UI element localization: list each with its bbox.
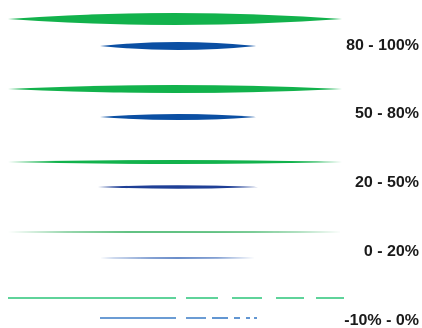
green-lens-stroke: [8, 85, 342, 93]
range-label-50-80: 50 - 80%: [355, 105, 419, 122]
green-hairline-stroke: [8, 231, 342, 233]
blue-lens-stroke: [100, 42, 256, 50]
green-lens-stroke: [8, 160, 342, 164]
legend-entry-0-20: 0 - 20%: [8, 231, 419, 260]
blue-lens-stroke: [98, 185, 258, 189]
green-lens-stroke: [8, 13, 342, 25]
legend-entry-20-50: 20 - 50%: [8, 160, 419, 191]
blue-lens-stroke: [100, 114, 256, 120]
range-label-80-100: 80 - 100%: [346, 37, 419, 54]
legend-entry-50-80: 50 - 80%: [8, 85, 419, 122]
blue-hairline-stroke: [100, 257, 256, 259]
range-label-20-50: 20 - 50%: [355, 174, 419, 191]
legend-entry-neg10-0: -10% - 0%: [8, 297, 419, 328]
legend-entry-80-100: 80 - 100%: [8, 13, 419, 54]
range-label-0-20: 0 - 20%: [364, 243, 419, 260]
range-label-neg10-0: -10% - 0%: [344, 312, 419, 328]
